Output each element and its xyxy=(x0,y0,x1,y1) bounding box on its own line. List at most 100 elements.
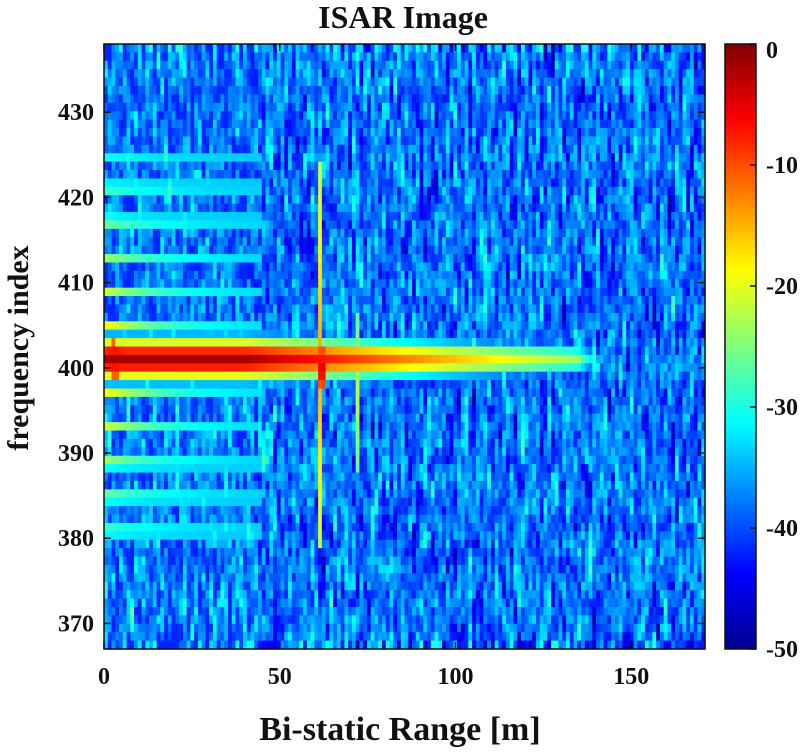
heatmap-cell xyxy=(280,203,285,213)
heatmap-cell xyxy=(351,86,357,96)
heatmap-cell xyxy=(329,279,334,289)
heatmap-cell xyxy=(261,60,267,70)
heatmap-cell xyxy=(107,86,113,96)
heatmap-cell xyxy=(242,195,248,205)
heatmap-cell xyxy=(475,102,481,112)
heatmap-cell xyxy=(321,186,327,196)
heatmap-cell xyxy=(370,287,376,297)
heatmap-cell xyxy=(303,220,308,230)
heatmap-cell xyxy=(667,86,672,96)
heatmap-cell xyxy=(145,94,150,104)
heatmap-cell xyxy=(701,144,706,154)
heatmap-cell xyxy=(149,102,154,112)
heatmap-cell xyxy=(348,111,353,121)
heatmap-cell xyxy=(509,153,515,163)
heatmap-cell xyxy=(152,296,158,306)
heatmap-cell xyxy=(408,77,413,87)
heatmap-cell xyxy=(584,86,590,96)
heatmap-cell xyxy=(190,220,195,230)
heatmap-cell xyxy=(351,111,357,121)
heatmap-cell xyxy=(224,77,229,87)
heatmap-cell xyxy=(671,102,676,112)
heatmap-cell xyxy=(554,136,560,146)
heatmap-cell xyxy=(562,186,567,196)
heatmap-cell xyxy=(284,94,289,104)
heatmap-cell xyxy=(186,161,191,171)
heatmap-cell xyxy=(122,111,128,121)
heatmap-cell xyxy=(599,220,605,230)
heatmap-cell xyxy=(577,245,582,255)
heatmap-cell xyxy=(167,52,173,62)
heatmap-cell xyxy=(513,86,518,96)
heatmap-cell xyxy=(231,94,237,104)
heatmap-cell xyxy=(273,296,278,306)
heatmap-cell xyxy=(472,69,477,79)
heatmap-cell xyxy=(701,94,706,104)
heatmap-cell xyxy=(273,279,278,289)
heatmap-cell xyxy=(460,212,466,222)
heatmap-cell xyxy=(434,136,439,146)
heatmap-cell xyxy=(194,304,199,314)
heatmap-cell xyxy=(261,212,267,222)
heatmap-cell xyxy=(119,212,124,222)
heatmap-cell xyxy=(457,203,462,213)
heatmap-cell xyxy=(532,86,537,96)
heatmap-cell xyxy=(626,220,631,230)
heatmap-cell xyxy=(378,69,383,79)
heatmap-cell xyxy=(505,186,511,196)
heatmap-cell xyxy=(524,228,530,238)
heatmap-cell xyxy=(596,161,601,171)
heatmap-cell xyxy=(445,287,451,297)
heatmap-cell xyxy=(472,262,477,272)
heatmap-cell xyxy=(558,111,563,121)
heatmap-cell xyxy=(359,94,364,104)
heatmap-cell xyxy=(644,296,650,306)
heatmap-cell xyxy=(562,94,567,104)
heatmap-cell xyxy=(348,170,353,180)
heatmap-cell xyxy=(254,86,259,96)
heatmap-cell xyxy=(524,186,530,196)
heatmap-cell xyxy=(596,279,601,289)
heatmap-cell xyxy=(438,254,443,264)
heatmap-cell xyxy=(276,52,282,62)
heatmap-cell xyxy=(291,254,297,264)
heatmap-cell xyxy=(464,144,469,154)
heatmap-cell xyxy=(269,228,274,238)
heatmap-cell xyxy=(573,220,578,230)
heatmap-cell xyxy=(517,44,522,53)
heatmap-cell xyxy=(336,220,342,230)
heatmap-cell xyxy=(430,245,436,255)
heatmap-cell xyxy=(276,86,282,96)
heatmap-cell xyxy=(629,52,635,62)
heatmap-cell xyxy=(671,128,676,138)
heatmap-cell xyxy=(667,52,672,62)
heatmap-cell xyxy=(340,77,345,87)
heatmap-cell xyxy=(336,77,342,87)
heatmap-cell xyxy=(333,237,338,247)
heatmap-cell xyxy=(457,270,462,280)
heatmap-cell xyxy=(122,52,128,62)
heatmap-cell xyxy=(475,270,481,280)
heatmap-cell xyxy=(111,262,116,272)
heatmap-cell xyxy=(682,94,687,104)
heatmap-cell xyxy=(427,44,432,53)
heatmap-cell xyxy=(524,161,530,171)
heatmap-cell xyxy=(389,119,394,129)
heatmap-cell xyxy=(656,86,661,96)
heatmap-cell xyxy=(119,77,124,87)
heatmap-cell xyxy=(190,296,195,306)
heatmap-cell xyxy=(490,52,496,62)
heatmap-cell xyxy=(464,237,469,247)
heatmap-cell xyxy=(689,228,695,238)
heatmap-cell xyxy=(351,102,357,112)
heatmap-cell xyxy=(205,287,210,297)
heatmap-cell xyxy=(569,170,575,180)
heatmap-cell xyxy=(393,203,398,213)
heatmap-cell xyxy=(216,220,222,230)
heatmap-cell xyxy=(520,52,526,62)
heatmap-cell xyxy=(261,111,267,121)
heatmap-cell xyxy=(596,111,601,121)
heatmap-cell xyxy=(430,69,436,79)
heatmap-cell xyxy=(329,136,334,146)
heatmap-cell xyxy=(682,136,687,146)
